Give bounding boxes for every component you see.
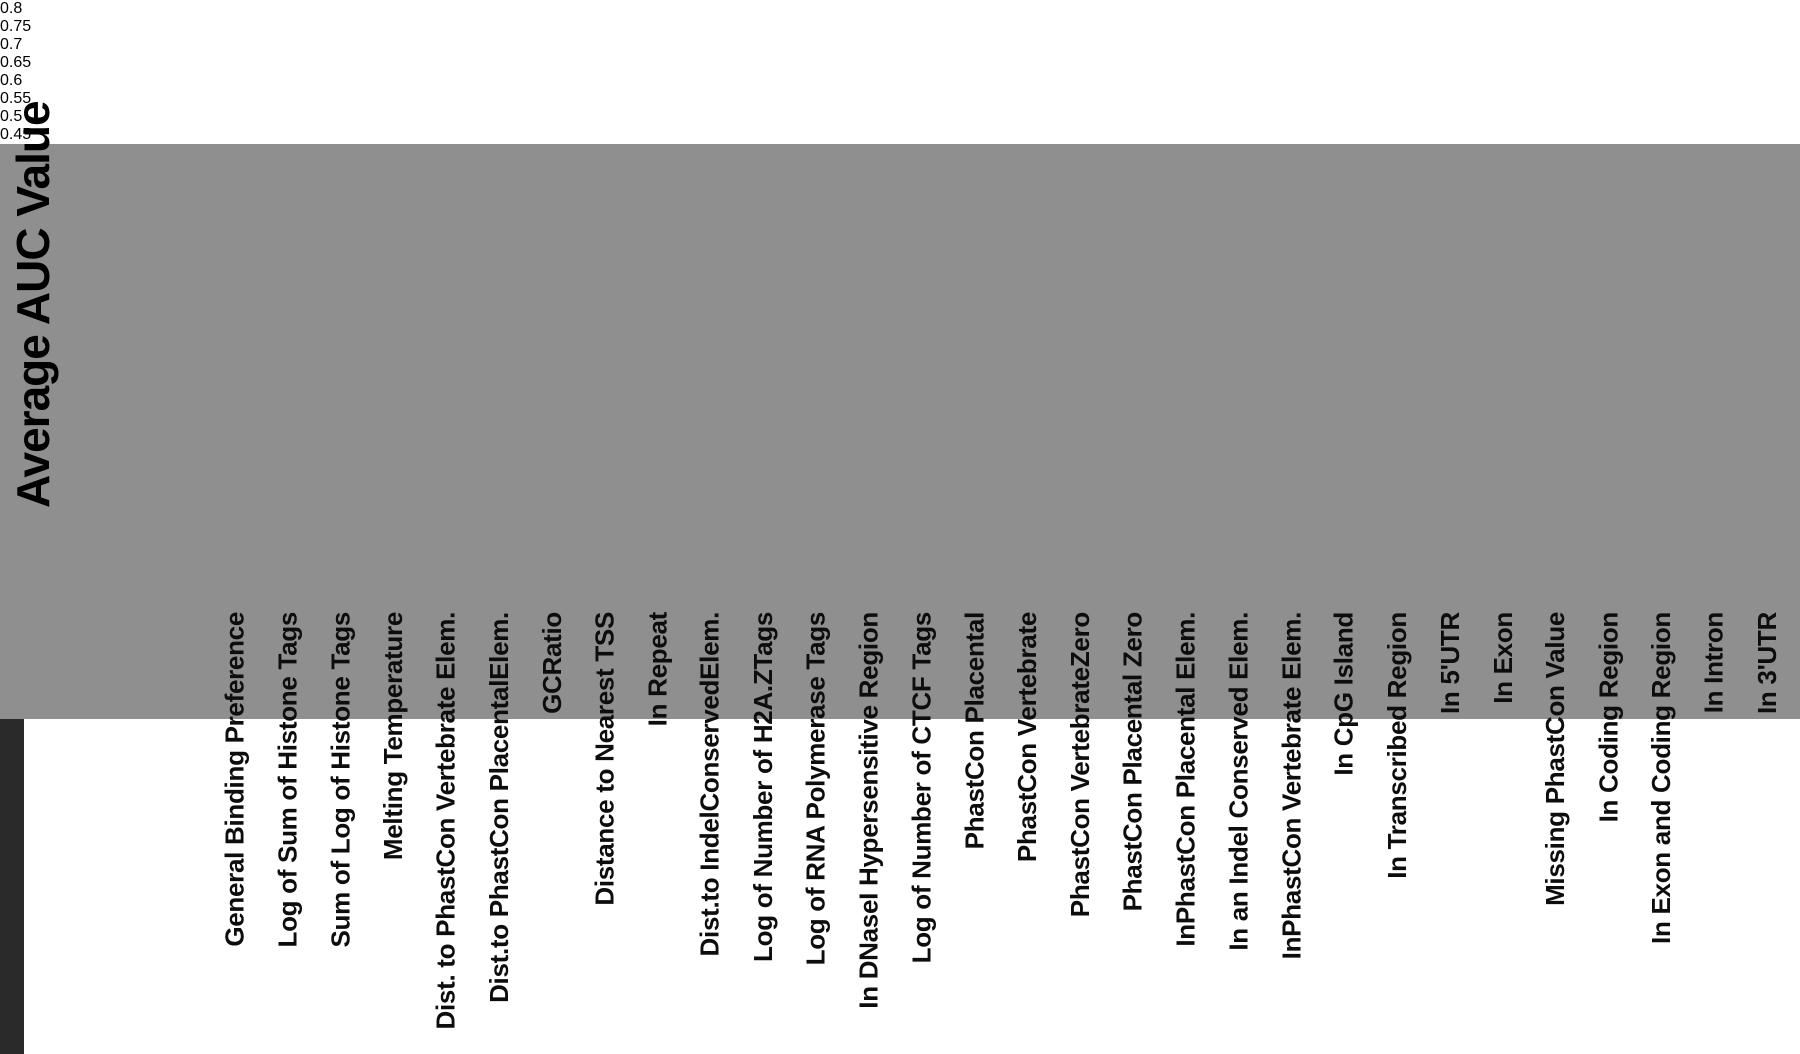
y-tick-label: 0.8 bbox=[0, 0, 23, 17]
x-category-label: In Repeat bbox=[642, 612, 673, 727]
x-category-label: In 3'UTR bbox=[1751, 612, 1782, 715]
x-category-label: In 5'UTR bbox=[1434, 612, 1465, 715]
x-category-label: Sum of Log of Histone Tags bbox=[325, 612, 356, 948]
x-category-label: In Exon and Coding Region bbox=[1645, 612, 1676, 944]
x-category-label: In Exon bbox=[1487, 612, 1518, 704]
y-tick-label: 0.6 bbox=[0, 72, 23, 89]
x-category-label: PhastCon VertebrateZero bbox=[1064, 612, 1095, 918]
y-tick-label: 0.55 bbox=[0, 90, 32, 107]
x-category-label: In Intron bbox=[1698, 612, 1729, 714]
x-category-label: Log of RNA Polymerase Tags bbox=[800, 612, 831, 966]
y-axis-title: Average AUC Value bbox=[7, 101, 59, 508]
x-category-label: Log of Number of H2A.ZTags bbox=[747, 612, 778, 962]
x-category-label: Dist. to PhastCon Vertebrate Elem. bbox=[430, 612, 461, 1030]
y-tick-label: 0.7 bbox=[0, 36, 23, 53]
y-tick-label: 0.65 bbox=[0, 54, 32, 71]
x-category-label: In CpG Island bbox=[1328, 612, 1359, 776]
y-tick-label: 0.45 bbox=[0, 126, 32, 143]
y-axis-line bbox=[0, 144, 1800, 719]
x-category-label: Dist.to PhastCon PlacentalElem. bbox=[483, 612, 514, 1003]
x-category-label: InPhastCon Placental Elem. bbox=[1170, 612, 1201, 947]
x-category-label: Log of Number of CTCF Tags bbox=[906, 612, 937, 964]
x-category-label: In DNaseI Hypersensitive Region bbox=[853, 612, 884, 1009]
x-category-label: Missing PhastCon Value bbox=[1540, 612, 1571, 906]
x-category-label: GCRatio bbox=[536, 612, 567, 714]
x-category-label: Dist.to IndelConservedElem. bbox=[694, 612, 725, 957]
x-category-label: PhastCon Vertebrate bbox=[1011, 612, 1042, 863]
x-category-label: Distance to Nearest TSS bbox=[589, 612, 620, 906]
x-category-label: PhastCon Placental bbox=[959, 612, 990, 850]
x-category-label: In Transcribed Region bbox=[1381, 612, 1412, 879]
y-tick-label: 0.75 bbox=[0, 18, 32, 35]
x-category-label: Log of Sum of Histone Tags bbox=[272, 612, 303, 948]
x-category-label: Melting Temperature bbox=[377, 612, 408, 861]
x-category-label: PhastCon Placental Zero bbox=[1117, 612, 1148, 912]
x-category-label: General Binding Preference bbox=[219, 612, 250, 947]
x-category-label: In an Indel Conserved Elem. bbox=[1223, 612, 1254, 951]
y-tick-label: 0.5 bbox=[0, 108, 23, 125]
x-category-label: InPhastCon Vertebrate Elem. bbox=[1276, 612, 1307, 960]
x-category-label: In Coding Region bbox=[1593, 612, 1624, 823]
bar bbox=[0, 719, 24, 1054]
